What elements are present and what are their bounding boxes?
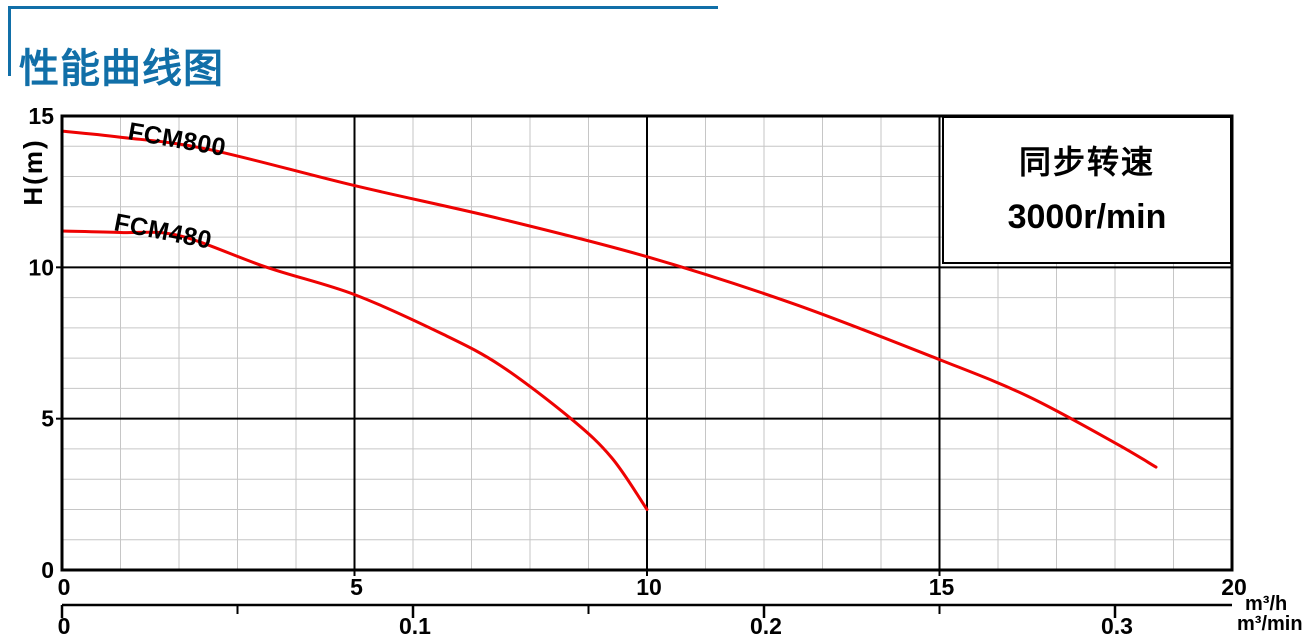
x-axis-unit-secondary: m³/min — [1237, 613, 1303, 635]
x-tick-label: 20 — [1221, 574, 1247, 600]
plot-border — [60, 114, 1234, 572]
y-tick-label: 5 — [41, 406, 54, 432]
secondary-tick-label: 0.3 — [1101, 613, 1133, 639]
synchronous-speed-label: 同步转速 — [1018, 144, 1155, 180]
x-axis-unit-primary: m³/h — [1245, 593, 1287, 615]
curve-fcm480 — [60, 229, 649, 511]
y-axis-title: H(m) — [18, 138, 48, 205]
page-title: 性能曲线图 — [19, 46, 224, 91]
series-label-fcm480: FCM480 — [112, 208, 214, 254]
x-tick-label: 15 — [929, 574, 955, 600]
secondary-tick-label: 0 — [58, 613, 71, 639]
secondary-tick-label: 0.2 — [750, 613, 782, 639]
header-top-rule — [8, 6, 718, 9]
series-label-fcm800: FCM800 — [126, 117, 228, 162]
y-tick-label: 15 — [28, 103, 54, 129]
header-accent-bar — [8, 6, 11, 76]
x-tick-label: 0 — [58, 574, 71, 600]
curve-fcm800 — [60, 129, 1158, 469]
y-tick-label: 0 — [41, 557, 54, 583]
speed-value-label: 3000r/min — [1007, 198, 1167, 236]
secondary-tick-label: 0.1 — [399, 613, 431, 639]
x-tick-label: 5 — [350, 574, 363, 600]
y-tick-label: 10 — [28, 254, 54, 280]
annotation-box: 同步转速 3000r/min — [942, 116, 1232, 264]
x-tick-label: 10 — [636, 574, 662, 600]
